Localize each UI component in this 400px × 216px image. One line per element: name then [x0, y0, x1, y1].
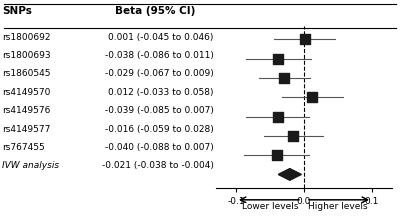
Text: IVW analysis: IVW analysis — [2, 161, 59, 170]
Point — [274, 115, 281, 118]
Text: rs1800693: rs1800693 — [2, 51, 51, 60]
Polygon shape — [278, 169, 301, 180]
Text: rs4149577: rs4149577 — [2, 125, 50, 133]
Point — [302, 38, 308, 41]
Text: Beta (95% CI): Beta (95% CI) — [115, 6, 196, 16]
Point — [275, 57, 282, 60]
Text: -0.038 (-0.086 to 0.011): -0.038 (-0.086 to 0.011) — [105, 51, 214, 60]
Text: rs4149576: rs4149576 — [2, 106, 50, 115]
Point — [290, 134, 296, 138]
Text: rs1860545: rs1860545 — [2, 70, 51, 78]
Text: Higher levels: Higher levels — [308, 202, 368, 211]
Text: -0.016 (-0.059 to 0.028): -0.016 (-0.059 to 0.028) — [105, 125, 214, 133]
Text: 0.012 (-0.033 to 0.058): 0.012 (-0.033 to 0.058) — [108, 88, 214, 97]
Text: rs4149570: rs4149570 — [2, 88, 50, 97]
Point — [274, 153, 280, 157]
Text: -0.021 (-0.038 to -0.004): -0.021 (-0.038 to -0.004) — [102, 161, 214, 170]
Text: 0.001 (-0.045 to 0.046): 0.001 (-0.045 to 0.046) — [108, 33, 214, 42]
Text: SNPs: SNPs — [2, 6, 32, 16]
Text: -0.039 (-0.085 to 0.007): -0.039 (-0.085 to 0.007) — [105, 106, 214, 115]
Text: -0.029 (-0.067 to 0.009): -0.029 (-0.067 to 0.009) — [105, 70, 214, 78]
Text: rs1800692: rs1800692 — [2, 33, 51, 42]
Point — [281, 76, 288, 80]
Text: rs767455: rs767455 — [2, 143, 45, 152]
Text: -0.040 (-0.088 to 0.007): -0.040 (-0.088 to 0.007) — [105, 143, 214, 152]
Point — [309, 95, 315, 99]
Text: Lower levels: Lower levels — [242, 202, 298, 211]
